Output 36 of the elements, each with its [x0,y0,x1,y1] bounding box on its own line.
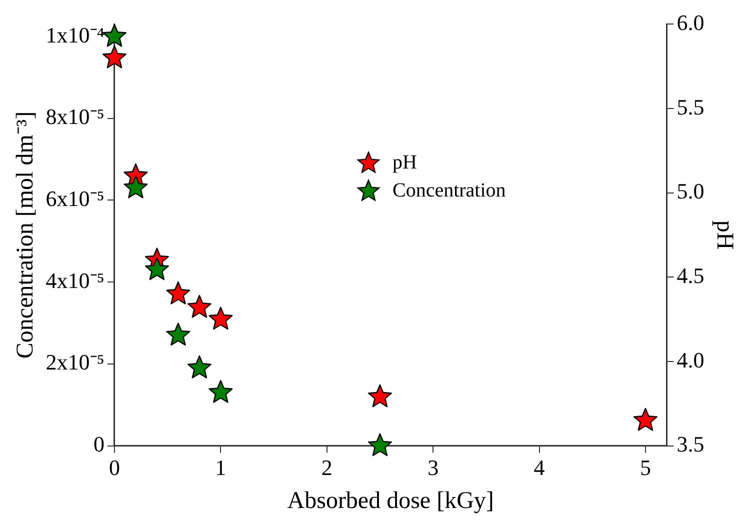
y-tick-label: 4x10⁻⁵ [46,268,104,293]
point [187,294,212,318]
x-tick-label: 3 [428,454,439,480]
y2-tick-label: 3.5 [676,432,704,457]
y2-tick-label: 4.5 [676,262,704,288]
point [633,408,658,431]
point [102,24,126,47]
y-tick-label: 8x10⁻⁵ [46,104,104,130]
y-axis-title: Concentration [mol dm⁻³] [12,111,39,359]
point [102,45,126,68]
y2-axis-title: pH [711,220,738,250]
point [166,281,190,304]
x-axis-title: Absorbed dose [kGy] [287,488,494,514]
point [166,322,190,346]
y2-tick-label: 6.0 [676,10,704,35]
x-tick-label: 1 [215,454,226,480]
point [368,384,392,408]
y2-tick-label: 4.0 [676,347,704,372]
y-tick-label: 1x10⁻⁴ [46,22,105,48]
x-tick-label: 0 [108,454,120,480]
point [208,306,233,330]
point [187,355,212,378]
y2-tick-label: 5.5 [676,94,704,120]
x-tick-label: 5 [640,454,651,480]
point [124,175,148,198]
y-tick-label: 2x10⁻⁵ [46,350,104,375]
point [208,380,233,403]
point [368,433,392,456]
x-tick-label: 4 [534,454,545,480]
point [144,257,169,280]
legend-label: pH [392,152,417,174]
legend-label: Concentration [392,180,506,202]
y-tick-label: 6x10⁻⁵ [46,186,104,211]
y-tick-label: 0 [93,432,104,457]
y2-tick-label: 5.0 [676,178,704,204]
x-tick-label: 2 [321,454,332,480]
